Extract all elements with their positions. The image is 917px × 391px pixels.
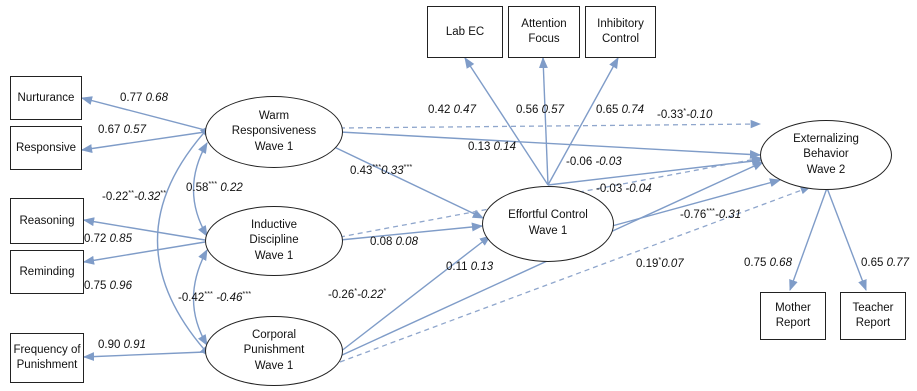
coef-teacher: 0.65 0.77 xyxy=(861,257,909,269)
coef-corporal-effortful: -0.26*-0.22* xyxy=(328,286,387,301)
path-warm-effortful xyxy=(329,144,485,219)
path-warm-externalizing-dashed xyxy=(339,119,762,129)
coef-warm-corporal: -0.22**-0.32** xyxy=(102,188,167,203)
path-reasoning xyxy=(82,217,206,241)
coef-frequency: 0.90 0.91 xyxy=(98,339,146,351)
coef-inductive-effortful: 0.08 0.08 xyxy=(370,236,418,248)
box-reasoning: Reasoning xyxy=(10,198,84,244)
box-nurturance: Nurturance xyxy=(10,76,82,120)
path-frequency xyxy=(82,351,206,362)
latent-inductive-discipline: Inductive Discipline Wave 1 xyxy=(205,206,343,276)
coef-mother: 0.75 0.68 xyxy=(744,257,792,269)
path-inductive-effortful xyxy=(339,222,484,241)
path-attention xyxy=(538,56,549,186)
path-warm-externalizing xyxy=(339,131,762,159)
latent-externalizing-behavior: Externalizing Behavior Wave 2 xyxy=(760,120,892,190)
box-teacher-report: Teacher Report xyxy=(840,292,906,340)
coef-attention: 0.56 0.57 xyxy=(516,104,564,116)
box-reminding: Reminding xyxy=(10,250,84,294)
path-lab-ec xyxy=(464,57,549,186)
coef-warm-externalizing: 0.13 0.14 xyxy=(468,141,516,153)
path-mother xyxy=(789,187,828,292)
coef-inhibitory: 0.65 0.74 xyxy=(596,104,644,116)
latent-warm-responsiveness: Warm Responsiveness Wave 1 xyxy=(205,96,343,168)
box-frequency-of-punishment: Frequency of Punishment xyxy=(10,333,84,383)
coef-warm-effortful: 0.43***0.33*** xyxy=(350,162,413,177)
box-mother-report: Mother Report xyxy=(760,292,826,340)
path-corporal-effortful xyxy=(339,235,491,353)
coef-corporal-externalizing-solid: 0.11 0.13 xyxy=(446,261,494,273)
coef-effortful-externalizing-upper: -0.03 -0.04 xyxy=(596,183,652,195)
path-corporal-externalizing-dashed xyxy=(339,186,811,363)
path-responsive xyxy=(80,131,206,153)
box-lab-ec: Lab EC xyxy=(427,6,503,58)
coef-lab-ec: 0.42 0.47 xyxy=(428,104,476,116)
coef-warm-externalizing-dashed: -0.33*-0.10 xyxy=(657,106,713,121)
path-teacher xyxy=(826,187,867,292)
box-inhibitory-control: Inhibitory Control xyxy=(585,6,656,58)
coef-reminding: 0.75 0.96 xyxy=(84,280,132,292)
path-inhibitory xyxy=(547,57,619,186)
coef-nurturance: 0.77 0.68 xyxy=(120,92,168,104)
box-responsive: Responsive xyxy=(10,126,82,170)
coef-reasoning: 0.72 0.85 xyxy=(84,233,132,245)
coef-inductive-externalizing: -0.06 -0.03 xyxy=(566,156,622,168)
path-nurturance xyxy=(80,96,206,131)
latent-corporal-punishment: Corporal Punishment Wave 1 xyxy=(205,316,343,386)
coef-warm-inductive: 0.58*** 0.22 xyxy=(186,179,243,194)
coef-effortful-externalizing: -0.76***-0.31 xyxy=(680,206,742,221)
path-effortful-externalizing xyxy=(611,178,782,227)
box-attention-focus: Attention Focus xyxy=(508,6,580,58)
cov-warm-corporal xyxy=(156,125,211,357)
path-effortful-externalizing-upper xyxy=(547,156,764,186)
coef-inductive-corporal: -0.42*** -0.46*** xyxy=(178,289,252,304)
coef-corporal-externalizing-dashed: 0.19*0.07 xyxy=(636,255,684,270)
path-reminding xyxy=(82,241,206,265)
coef-responsive: 0.67 0.57 xyxy=(98,124,146,136)
latent-effortful-control: Effortful Control Wave 1 xyxy=(482,186,614,262)
